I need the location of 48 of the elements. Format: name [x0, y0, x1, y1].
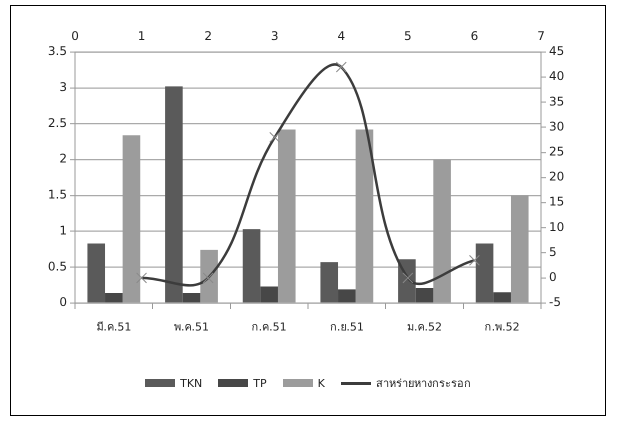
y-tick-label: 40: [549, 69, 564, 84]
y-tick-label: 35: [549, 94, 564, 108]
x-tick-label: 0: [71, 28, 79, 43]
y-tick-label: 45: [549, 44, 564, 58]
bar: [476, 243, 494, 302]
x-tick-label: 6: [470, 28, 478, 43]
y-tick-label: 10: [549, 220, 564, 234]
bar: [105, 292, 123, 302]
y-tick-label: -5: [549, 295, 561, 310]
bar: [182, 292, 200, 302]
y-tick-label: 1.5: [48, 188, 67, 202]
y-tick-label: 3.5: [48, 44, 67, 58]
bar: [493, 292, 511, 302]
bar: [320, 262, 338, 302]
x-tick-label: พ.ค.51: [174, 320, 209, 334]
x-tick-label: 7: [537, 28, 545, 43]
y-tick-label: 30: [549, 119, 564, 134]
y-tick-label: 20: [549, 170, 564, 184]
x-tick-label: ก.ย.51: [330, 320, 364, 334]
bar: [260, 286, 278, 302]
x-tick-label: 5: [404, 28, 412, 43]
x-tick-label: 1: [138, 28, 146, 43]
y-tick-label: 2.5: [48, 116, 67, 130]
legend-label: สาหร่ายหางกระรอก: [376, 376, 471, 392]
legend-label: TP: [253, 376, 267, 390]
y-tick-label: 0.5: [48, 259, 67, 274]
x-tick-label: 4: [337, 28, 346, 43]
legend-label: K: [318, 376, 325, 390]
bar: [242, 229, 260, 302]
bar: [416, 288, 434, 302]
y-tick-label: 3: [59, 80, 67, 94]
x-tick-label: ก.ค.51: [252, 320, 287, 334]
y-tick-label: 5: [549, 244, 557, 259]
bar: [87, 243, 106, 302]
bar: [165, 86, 183, 302]
y-tick-label: 0: [59, 295, 67, 310]
x-tick-label: 2: [204, 28, 212, 43]
x-tick-label: ก.พ.52: [484, 320, 520, 334]
y-tick-label: 0: [549, 270, 557, 284]
y-tick-label: 1: [59, 223, 67, 238]
x-tick-label: 3: [270, 28, 279, 43]
legend-label: TKN: [180, 376, 202, 390]
y-tick-label: 25: [549, 144, 564, 159]
y-tick-label: 2: [59, 152, 67, 166]
bar: [338, 289, 356, 302]
x-tick-label: มี.ค.51: [96, 320, 132, 334]
x-tick-label: ม.ค.52: [407, 320, 442, 334]
y-tick-label: 15: [549, 194, 564, 209]
